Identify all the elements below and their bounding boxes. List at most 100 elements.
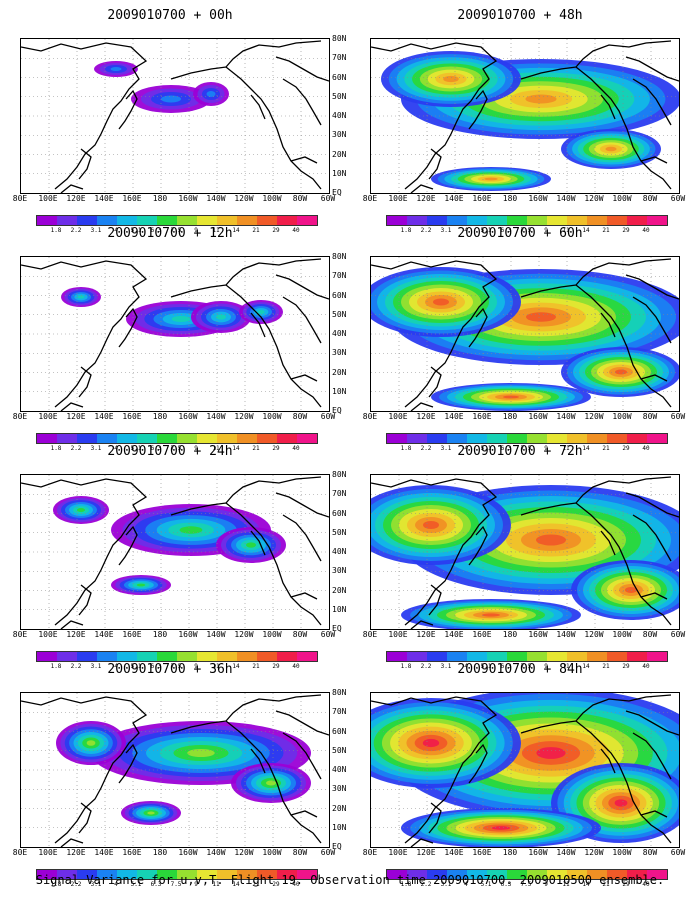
- variance-contour: [77, 508, 85, 512]
- lon-tick-label: 80W: [292, 412, 308, 421]
- colorbar-swatch: [117, 216, 137, 225]
- colorbar-swatch: [447, 434, 467, 443]
- coastline: [428, 802, 442, 834]
- coastline: [225, 476, 322, 504]
- colorbar-swatch: [447, 652, 467, 661]
- coastline: [250, 94, 266, 120]
- lon-tick-label: 140W: [556, 194, 576, 203]
- variance-map: [20, 38, 330, 194]
- colorbar-swatch: [407, 216, 427, 225]
- colorbar-label: 11: [562, 445, 570, 452]
- coastline: [275, 492, 329, 518]
- colorbar-swatch: [407, 434, 427, 443]
- lon-tick-label: 80W: [642, 630, 658, 639]
- map-panel: 2009010700 + 72h 80N 70N 60N 50N 40N 30N 20N 10N…: [332, 444, 690, 670]
- lon-tick-label: 100W: [262, 194, 282, 203]
- colorbar-swatch: [57, 870, 77, 879]
- colorbar-swatch: [487, 652, 507, 661]
- lon-tick-label: 80E: [362, 848, 378, 857]
- figure-caption: Signal Variance for u,v,T. Flight 19. Ob…: [35, 873, 665, 887]
- colorbar-swatch: [627, 870, 647, 879]
- lon-tick-label: 80E: [362, 194, 378, 203]
- panel-title: 2009010700 + 84h: [457, 662, 583, 677]
- lon-tick-label: 180: [152, 194, 168, 203]
- lon-tick-label: 60W: [320, 630, 336, 639]
- colorbar-swatch: [297, 652, 317, 661]
- colorbar-label: 7.5: [170, 663, 182, 670]
- colorbar-swatch: [257, 652, 277, 661]
- lon-tick-label: 160W: [528, 412, 548, 421]
- coastline: [600, 530, 616, 556]
- lon-tick-label: 140E: [444, 194, 464, 203]
- lon-tick-label: 120W: [234, 848, 254, 857]
- colorbar-swatch: [587, 434, 607, 443]
- colorbar-swatch: [487, 216, 507, 225]
- lon-tick-label: 160W: [178, 630, 198, 639]
- lat-tick-label: 60N: [332, 726, 347, 736]
- colorbar-label: 4: [464, 881, 468, 888]
- colorbar-label: 2.2: [420, 663, 432, 670]
- lat-tick-label: EQ: [332, 624, 342, 633]
- colorbar-swatch: [197, 870, 217, 879]
- colorbar-swatch: [217, 870, 237, 879]
- lat-tick-label: 10N: [0, 387, 6, 396]
- colorbar-swatch: [567, 216, 587, 225]
- lat-tick-label: 60N: [0, 73, 6, 82]
- map-svg: [21, 39, 329, 193]
- colorbar-label: 2.2: [70, 445, 82, 452]
- colorbar-label: 3.1: [90, 663, 102, 670]
- colorbar-label: 14: [582, 881, 590, 888]
- map-panel: 2009010700 + 00h 80N 70N 60N 50N 40N 30N 20N 10N…: [0, 8, 340, 234]
- colorbar-label: 4: [464, 227, 468, 234]
- colorbar-swatch: [607, 434, 627, 443]
- lat-tick-label: 80N: [332, 470, 347, 479]
- lon-tick-label: 180: [152, 630, 168, 639]
- map-svg: [371, 693, 679, 847]
- colorbar-swatch: [177, 652, 197, 661]
- variance-contour: [147, 811, 155, 815]
- colorbar-swatch: [447, 216, 467, 225]
- lon-tick-label: 80W: [642, 412, 658, 421]
- coastline: [640, 592, 668, 600]
- variance-map: [20, 256, 330, 412]
- lon-tick-label: 100E: [388, 848, 408, 857]
- colorbar-label: 4: [464, 445, 468, 452]
- lon-tick-label: 140W: [556, 630, 576, 639]
- colorbar-label: 7.5: [520, 227, 532, 234]
- panel-title: 2009010700 + 48h: [457, 8, 583, 23]
- lat-tick-label: 40N: [0, 765, 6, 774]
- coastline: [600, 312, 616, 338]
- lon-tick-label: 80E: [362, 630, 378, 639]
- coastline: [290, 592, 318, 600]
- colorbar-label: 40: [292, 663, 300, 670]
- colorbar-label: 5.1: [130, 227, 142, 234]
- colorbar-swatch: [137, 870, 157, 879]
- lon-tick-label: 80E: [12, 194, 28, 203]
- lon-tick-label: 60W: [670, 194, 686, 203]
- variance-contour: [605, 146, 617, 152]
- lon-tick-label: 80W: [292, 848, 308, 857]
- variance-contour: [206, 91, 216, 97]
- coastline: [282, 514, 322, 562]
- colorbar-label: 2.2: [70, 663, 82, 670]
- lat-tick-label: 60N: [332, 508, 347, 518]
- lat-tick-label: 30N: [0, 566, 6, 575]
- coastline: [625, 56, 679, 82]
- lon-tick-label: 60W: [670, 848, 686, 857]
- variance-contour: [179, 526, 203, 534]
- lat-tick-label: 20N: [0, 586, 6, 595]
- lon-tick-label: 120W: [584, 194, 604, 203]
- colorbar-label: 1.8: [400, 663, 412, 670]
- lat-tick-label: 70N: [0, 707, 6, 716]
- map-panel: 2009010700 + 84h 80N 70N 60N 50N 40N 30N 20N 10N…: [332, 662, 690, 888]
- colorbar-swatch: [567, 652, 587, 661]
- colorbar-swatch: [177, 216, 197, 225]
- colorbar-swatch: [157, 652, 177, 661]
- coastline: [625, 274, 679, 300]
- coastline: [410, 620, 434, 629]
- coastline: [468, 307, 488, 348]
- colorbar-swatch: [647, 652, 667, 661]
- coastline: [21, 42, 148, 190]
- colorbar-swatch: [547, 870, 567, 879]
- lon-tick-label: 140W: [206, 848, 226, 857]
